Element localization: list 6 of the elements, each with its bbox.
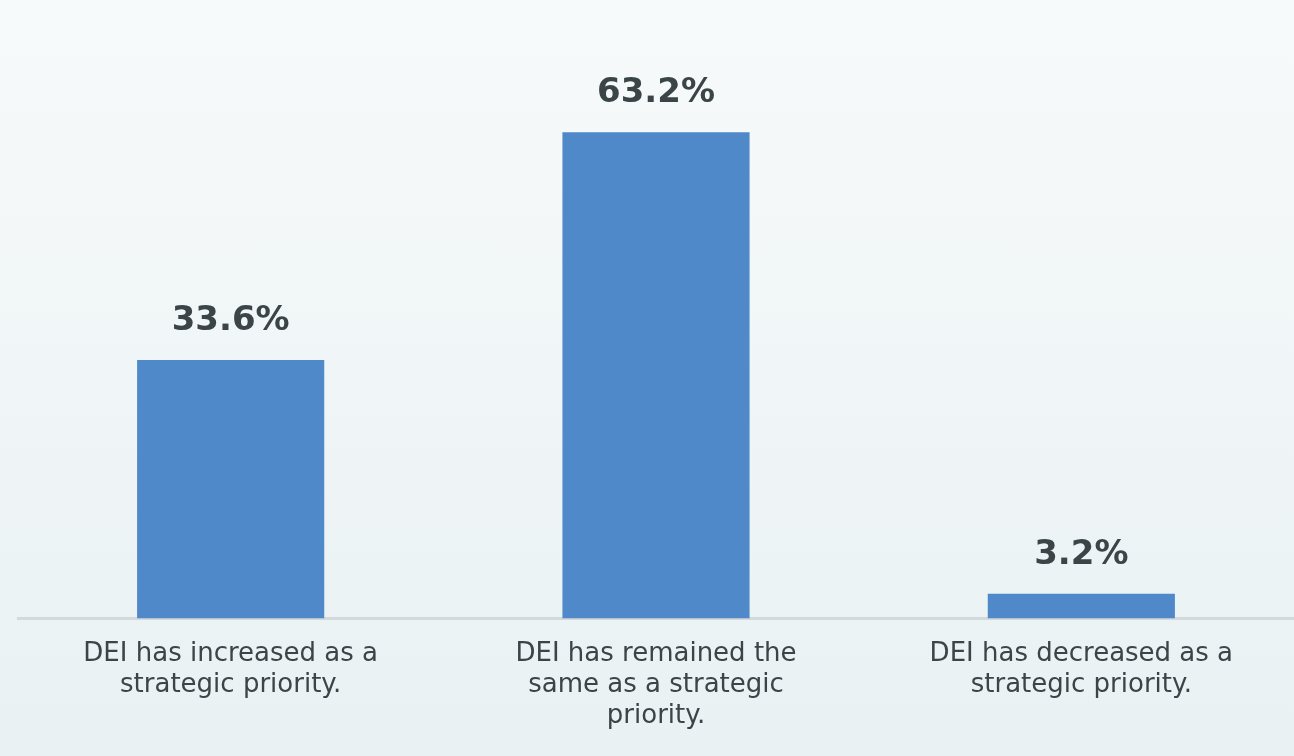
data-label: 3.2% bbox=[1034, 531, 1129, 572]
x-tick-label: DEI has decreased as a strategic priority. bbox=[929, 636, 1234, 698]
x-tick-label: DEI has remained the same as a strategic priority. bbox=[515, 636, 797, 730]
data-label: 63.2% bbox=[597, 70, 715, 111]
data-label: 33.6% bbox=[171, 297, 290, 338]
x-tick-label: DEI has increased as a strategic priority. bbox=[83, 636, 378, 698]
